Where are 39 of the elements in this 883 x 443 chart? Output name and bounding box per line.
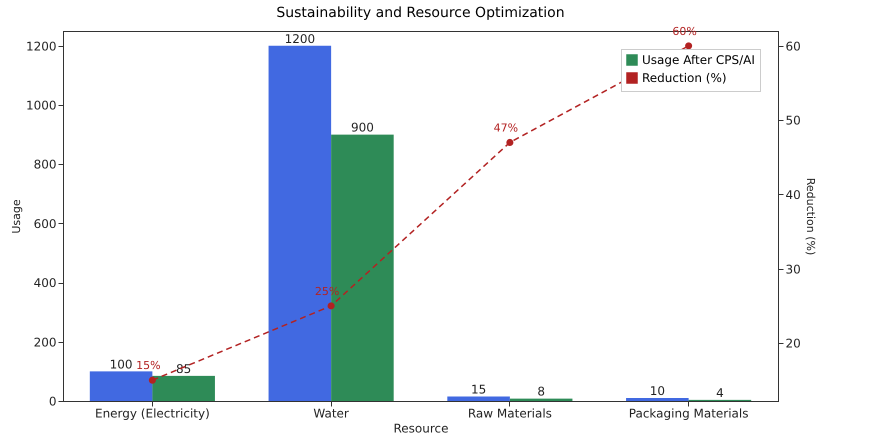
data-label: 47% [494, 121, 518, 134]
x-tick-label: Raw Materials [468, 406, 552, 420]
y2-tick-label: 50 [786, 114, 801, 128]
y-tick-label: 1000 [26, 98, 56, 112]
y-tick-label: 200 [34, 335, 56, 350]
point [328, 302, 335, 310]
point [685, 42, 692, 50]
y2-tick-label: 20 [786, 336, 801, 351]
chart-title: Sustainability and Resource Optimization [276, 4, 565, 21]
y2-tick-label: 30 [786, 262, 801, 276]
data-label: 8 [537, 384, 545, 399]
data-label: 900 [350, 120, 374, 135]
x-axis-title: Resource [393, 422, 449, 436]
y2-tick-label: 60 [786, 39, 801, 54]
y-axis-title: Usage [10, 199, 23, 234]
x-tick-label: Water [313, 406, 349, 420]
data-label: 15% [136, 359, 161, 372]
x-tick-label: Packaging Materials [628, 406, 748, 420]
data-label: 1200 [284, 32, 316, 46]
y-tick-label: 800 [34, 158, 56, 172]
point [148, 376, 156, 384]
y-tick-label: 1200 [26, 39, 56, 54]
data-label: 4 [716, 386, 724, 400]
y2-axis-title: Reduction (%) [804, 178, 817, 256]
legend-label: Usage After CPS/AI [642, 53, 755, 67]
bar [90, 371, 152, 401]
legend-label: Reduction (%) [642, 71, 727, 85]
y2-tick-label: 40 [786, 188, 801, 202]
y-tick-label: 600 [34, 216, 56, 231]
bar [152, 376, 215, 401]
x-tick-label: Energy (Electricity) [94, 406, 210, 420]
y-tick-label: 0 [48, 394, 56, 408]
y-tick-label: 400 [34, 276, 56, 290]
data-label: 10 [650, 384, 665, 398]
point [506, 138, 514, 146]
data-label: 15 [470, 382, 486, 397]
data-label: 100 [110, 357, 133, 372]
bar [447, 396, 510, 401]
bar [626, 398, 689, 401]
